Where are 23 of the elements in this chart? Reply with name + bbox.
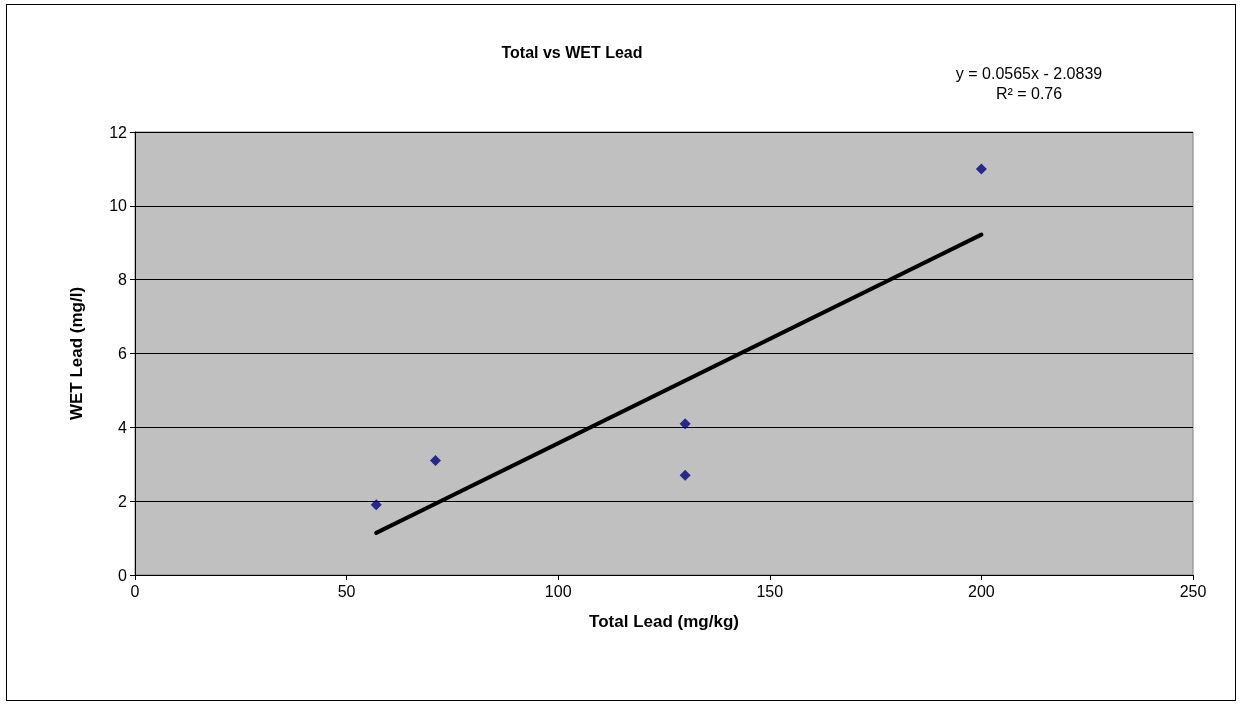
chart-title: Total vs WET Lead <box>501 43 643 61</box>
point <box>679 469 691 481</box>
x-tick-label: 0 <box>130 582 140 600</box>
text: R² = 0.76 <box>995 84 1063 102</box>
point <box>975 163 987 175</box>
x-tick-label: 250 <box>1179 582 1207 600</box>
x-tick-label: 150 <box>756 582 784 600</box>
x-tick-label: 200 <box>968 582 995 600</box>
x-tick-label: 100 <box>544 582 572 600</box>
x-tick-label: 50 <box>337 582 356 600</box>
y-tick-label: 10 <box>109 197 128 215</box>
y-tick-label: 8 <box>118 271 128 289</box>
y-axis-title: WET Lead (mg/l) <box>67 286 86 421</box>
point <box>429 455 441 467</box>
point <box>679 418 691 430</box>
x-axis-title: Total Lead (mg/kg) <box>589 612 739 631</box>
y-tick-label: 12 <box>109 123 128 141</box>
point <box>370 499 382 511</box>
y-tick-label: 0 <box>118 566 128 584</box>
text: y = 0.0565x - 2.0839 <box>955 64 1103 82</box>
y-tick-label: 2 <box>118 492 128 510</box>
y-tick-label: 4 <box>118 418 128 436</box>
y-tick-label: 6 <box>118 345 128 362</box>
